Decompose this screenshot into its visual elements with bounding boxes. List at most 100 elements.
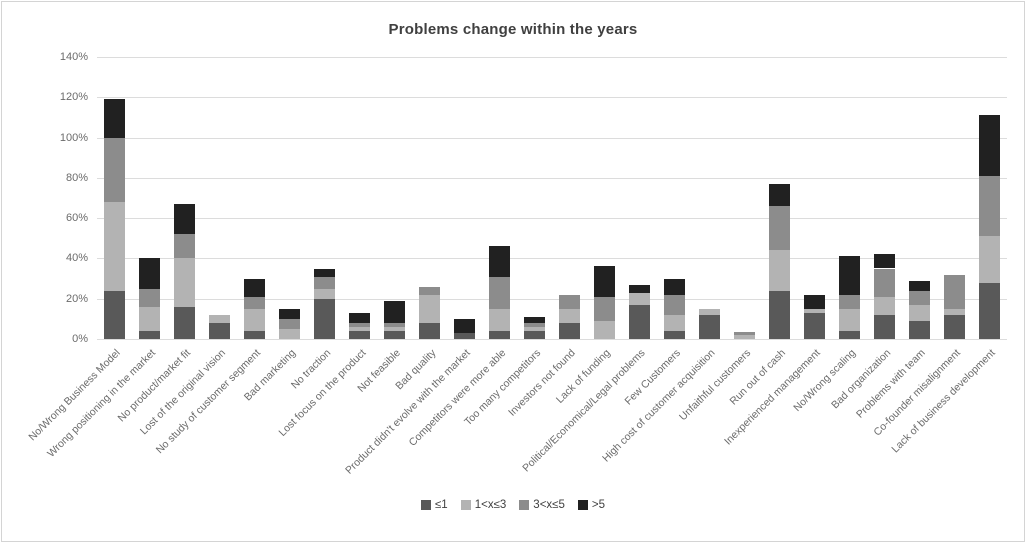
bar-segment bbox=[839, 308, 860, 331]
legend-item: 1<x≤3 bbox=[460, 499, 507, 511]
y-axis-tick-label: 120% bbox=[59, 91, 88, 104]
bar-segment bbox=[279, 328, 300, 339]
bar-segment bbox=[909, 290, 930, 305]
bar-segment bbox=[664, 314, 685, 331]
bar-segment bbox=[174, 306, 195, 339]
bar-segment bbox=[349, 330, 370, 339]
bar-segment bbox=[314, 288, 335, 299]
bar-segment bbox=[559, 322, 580, 339]
bar-segment bbox=[279, 318, 300, 329]
bar-segment bbox=[349, 322, 370, 327]
bar-segment bbox=[979, 115, 1000, 176]
y-axis-tick-label: 20% bbox=[65, 292, 88, 305]
bar-segment bbox=[874, 268, 895, 297]
bar-segment bbox=[804, 294, 825, 309]
bar-segment bbox=[174, 234, 195, 259]
bar-segment bbox=[419, 322, 440, 339]
bar-segment bbox=[524, 322, 545, 327]
legend-label: >5 bbox=[591, 499, 605, 511]
bar-segment bbox=[769, 183, 790, 207]
bar-segment bbox=[944, 308, 965, 315]
bar-segment bbox=[979, 236, 1000, 283]
bar-segment bbox=[419, 286, 440, 295]
gridline bbox=[97, 97, 1007, 99]
bar-segment bbox=[174, 204, 195, 235]
bar-segment bbox=[979, 175, 1000, 237]
bar-segment bbox=[489, 308, 510, 331]
bar-segment bbox=[594, 266, 615, 297]
bar-segment bbox=[139, 288, 160, 307]
bar-segment bbox=[384, 330, 405, 339]
bar-segment bbox=[384, 322, 405, 327]
x-axis-category-label: No/Wrong scaling bbox=[791, 347, 858, 414]
legend-label: 1<x≤3 bbox=[474, 499, 507, 511]
y-axis-tick-label: 60% bbox=[65, 212, 88, 225]
bar-segment bbox=[664, 294, 685, 315]
bar-segment bbox=[314, 298, 335, 339]
legend-item: 3<x≤5 bbox=[519, 499, 565, 511]
bar-segment bbox=[139, 258, 160, 289]
bar-segment bbox=[944, 274, 965, 309]
bar-segment bbox=[839, 330, 860, 339]
bar-segment bbox=[454, 318, 475, 333]
bar-segment bbox=[629, 292, 650, 305]
bar-segment bbox=[909, 320, 930, 339]
bar-segment bbox=[874, 296, 895, 315]
legend-swatch-icon bbox=[519, 500, 530, 510]
y-axis-tick-label: 100% bbox=[59, 131, 88, 144]
bar-segment bbox=[629, 284, 650, 293]
bar-segment bbox=[664, 278, 685, 295]
bar-segment bbox=[769, 290, 790, 339]
bar-segment bbox=[629, 304, 650, 339]
bar-segment bbox=[104, 137, 125, 203]
bar-segment bbox=[769, 250, 790, 291]
bar-segment bbox=[139, 330, 160, 339]
bar-segment bbox=[314, 276, 335, 289]
bar-segment bbox=[139, 306, 160, 331]
bar-segment bbox=[489, 330, 510, 339]
bar-segment bbox=[839, 294, 860, 309]
bar-segment bbox=[384, 326, 405, 331]
bar-segment bbox=[734, 334, 755, 339]
bar-segment bbox=[594, 320, 615, 339]
bar-segment bbox=[244, 330, 265, 339]
bar-segment bbox=[209, 314, 230, 323]
bar-segment bbox=[699, 314, 720, 339]
bar-segment bbox=[209, 322, 230, 339]
bar-segment bbox=[489, 246, 510, 277]
bar-segment bbox=[279, 308, 300, 319]
bar-segment bbox=[349, 312, 370, 323]
bar-segment bbox=[384, 300, 405, 323]
bar-segment bbox=[559, 308, 580, 323]
bar-segment bbox=[244, 296, 265, 309]
bar-segment bbox=[734, 331, 755, 335]
bar-segment bbox=[314, 268, 335, 277]
bar-segment bbox=[454, 332, 475, 339]
legend-item: ≤1 bbox=[421, 499, 448, 511]
bar-segment bbox=[419, 294, 440, 323]
bar-segment bbox=[104, 99, 125, 138]
bar-segment bbox=[349, 326, 370, 331]
bar-segment bbox=[769, 206, 790, 251]
bar-segment bbox=[804, 308, 825, 313]
bar-segment bbox=[244, 308, 265, 331]
gridline bbox=[97, 339, 1007, 340]
gridline bbox=[97, 137, 1007, 139]
bar-segment bbox=[909, 304, 930, 321]
y-axis-tick-label: 140% bbox=[59, 51, 88, 63]
gridline bbox=[97, 258, 1007, 260]
gridline bbox=[97, 177, 1007, 179]
y-axis-tick-label: 0% bbox=[72, 333, 88, 345]
bar-segment bbox=[524, 316, 545, 323]
bar-segment bbox=[524, 326, 545, 331]
legend-label: 3<x≤5 bbox=[533, 499, 565, 511]
bar-segment bbox=[804, 312, 825, 339]
bar-segment bbox=[174, 258, 195, 307]
bar-segment bbox=[874, 254, 895, 269]
bar-segment bbox=[699, 308, 720, 315]
legend-label: ≤1 bbox=[435, 499, 448, 511]
bar-segment bbox=[874, 314, 895, 339]
y-axis-tick-label: 40% bbox=[65, 252, 88, 265]
bar-segment bbox=[244, 278, 265, 297]
